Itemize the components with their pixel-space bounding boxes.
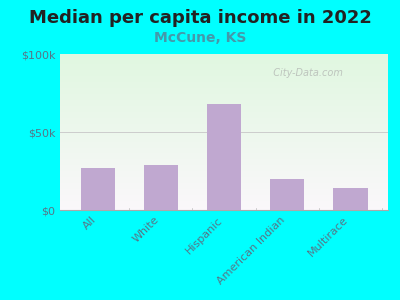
Text: McCune, KS: McCune, KS [154, 32, 246, 46]
Bar [80, 168, 115, 210]
Text: Median per capita income in 2022: Median per capita income in 2022 [28, 9, 372, 27]
Text: City-Data.com: City-Data.com [267, 68, 342, 78]
Bar [144, 165, 178, 210]
Bar [270, 179, 304, 210]
Bar [207, 104, 241, 210]
Bar [333, 188, 368, 210]
